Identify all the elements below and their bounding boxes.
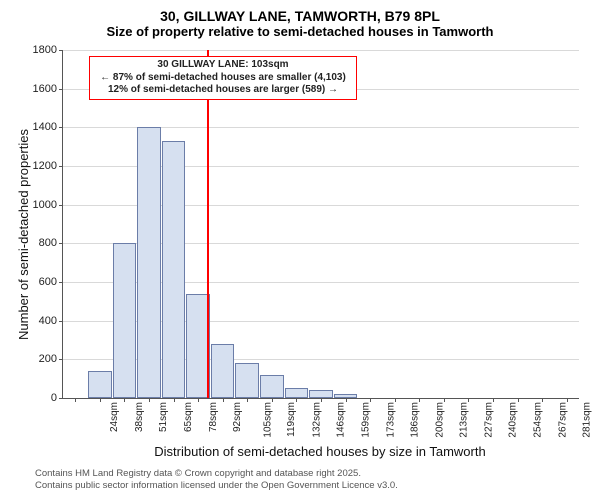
ytick-label: 1600 bbox=[33, 83, 63, 95]
xtick-label: 227sqm bbox=[483, 402, 494, 438]
chart-title-line1: 30, GILLWAY LANE, TAMWORTH, B79 8PL bbox=[0, 8, 600, 24]
x-axis-title: Distribution of semi-detached houses by … bbox=[20, 444, 600, 459]
histogram-bar bbox=[113, 243, 137, 398]
histogram-bar bbox=[260, 375, 284, 398]
xtick-label: 78sqm bbox=[208, 402, 219, 432]
xtick-label: 105sqm bbox=[262, 402, 273, 438]
footer-line2: Contains public sector information licen… bbox=[35, 480, 398, 492]
ytick-label: 200 bbox=[39, 353, 63, 365]
xtick-label: 51sqm bbox=[158, 402, 169, 432]
xtick-label: 213sqm bbox=[459, 402, 470, 438]
xtick-label: 200sqm bbox=[434, 402, 445, 438]
histogram-bar bbox=[309, 390, 333, 398]
histogram-bar bbox=[334, 394, 358, 398]
xtick-label: 24sqm bbox=[109, 402, 120, 432]
xtick-label: 119sqm bbox=[286, 402, 297, 437]
histogram-bar bbox=[137, 127, 161, 398]
xtick-label: 146sqm bbox=[336, 402, 347, 438]
ytick-label: 1400 bbox=[33, 121, 63, 133]
histogram-bar bbox=[285, 388, 309, 398]
ytick-label: 0 bbox=[51, 392, 63, 404]
xtick-label: 132sqm bbox=[311, 402, 322, 438]
histogram-bar bbox=[211, 344, 235, 398]
xtick-label: 240sqm bbox=[508, 402, 519, 438]
y-axis-title: Number of semi-detached properties bbox=[16, 129, 31, 340]
xtick-label: 254sqm bbox=[533, 402, 544, 438]
xtick-label: 159sqm bbox=[361, 402, 372, 438]
property-annotation: 30 GILLWAY LANE: 103sqm← 87% of semi-det… bbox=[89, 56, 357, 100]
histogram-bar bbox=[235, 363, 259, 398]
xtick-label: 173sqm bbox=[385, 402, 396, 438]
xtick-label: 38sqm bbox=[134, 402, 145, 432]
ytick-label: 800 bbox=[39, 237, 63, 249]
chart-title-line2: Size of property relative to semi-detach… bbox=[0, 24, 600, 39]
ytick-label: 1200 bbox=[33, 160, 63, 172]
attribution-footer: Contains HM Land Registry data © Crown c… bbox=[35, 468, 398, 492]
histogram-bar bbox=[162, 141, 186, 398]
xtick-label: 92sqm bbox=[232, 402, 243, 432]
ytick-label: 1800 bbox=[33, 44, 63, 56]
xtick-label: 267sqm bbox=[557, 402, 568, 438]
histogram-bar bbox=[88, 371, 112, 398]
footer-line1: Contains HM Land Registry data © Crown c… bbox=[35, 468, 398, 480]
ytick-label: 1000 bbox=[33, 199, 63, 211]
xtick-label: 65sqm bbox=[183, 402, 194, 432]
xtick-label: 186sqm bbox=[410, 402, 421, 438]
ytick-label: 400 bbox=[39, 315, 63, 327]
xtick-label: 281sqm bbox=[582, 402, 593, 438]
property-marker-line bbox=[207, 50, 209, 398]
histogram-plot: 02004006008001000120014001600180024sqm38… bbox=[62, 50, 579, 399]
ytick-label: 600 bbox=[39, 276, 63, 288]
